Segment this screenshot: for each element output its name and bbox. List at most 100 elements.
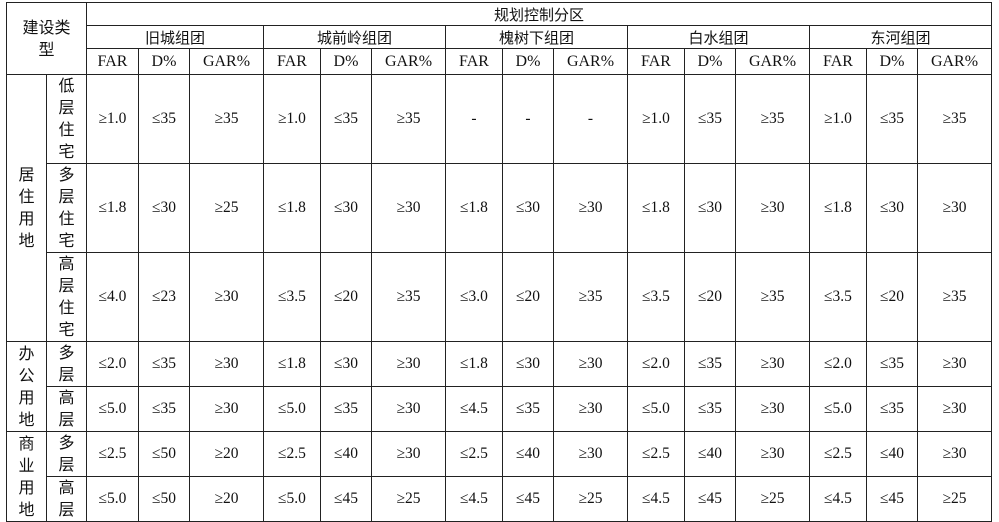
value-cell: ≥1.0 (809, 74, 867, 164)
building-type-label: 高层 (46, 386, 87, 432)
metric-header: GAR% (735, 48, 810, 75)
value-cell: ≤4.5 (809, 476, 867, 522)
zone-header: 槐树下组团 (445, 25, 628, 49)
value-cell: ≥30 (553, 431, 628, 477)
value-cell: ≤45 (684, 476, 736, 522)
metric-header: GAR% (371, 48, 446, 75)
metric-header: GAR% (553, 48, 628, 75)
metric-header: D% (320, 48, 372, 75)
value-cell: ≤40 (320, 431, 372, 477)
value-cell: ≥35 (371, 74, 446, 164)
value-cell: ≥25 (917, 476, 992, 522)
value-cell: - (553, 74, 628, 164)
value-cell: ≤35 (320, 74, 372, 164)
value-cell: ≥25 (371, 476, 446, 522)
metric-header: GAR% (917, 48, 992, 75)
value-cell: ≥30 (735, 341, 810, 387)
value-cell: ≤45 (866, 476, 918, 522)
building-type-label: 高层住宅 (46, 252, 87, 342)
land-use-group-text: 办公用地 (18, 343, 35, 429)
value-cell: ≥35 (917, 252, 992, 342)
value-cell: ≥20 (189, 431, 264, 477)
value-cell: ≥30 (371, 386, 446, 432)
metric-header: FAR (86, 48, 139, 75)
value-cell: ≥30 (917, 341, 992, 387)
table-row: 办公用地 多层 ≤2.0 ≤35 ≥30 ≤1.8 ≤30 ≥30 ≤1.8 ≤30 ≥30 ≤2.0… (6, 341, 992, 432)
value-cell: ≤45 (320, 476, 372, 522)
value-cell: ≤1.8 (445, 163, 503, 253)
value-cell: ≤5.0 (263, 386, 321, 432)
building-type-label: 低层住宅 (46, 74, 87, 164)
metric-header: D% (502, 48, 554, 75)
value-cell: ≥35 (735, 74, 810, 164)
table-row: 商业用地 多层 ≤2.5 ≤50 ≥20 ≤2.5 ≤40 ≥30 ≤2.5 ≤40 ≥30 ≤2.5… (6, 431, 992, 522)
value-cell: ≤30 (866, 163, 918, 253)
value-cell: ≤30 (684, 163, 736, 253)
value-cell: ≤35 (138, 386, 190, 432)
value-cell: ≤4.0 (86, 252, 139, 342)
value-cell: ≤5.0 (809, 386, 867, 432)
value-cell: ≤3.5 (263, 252, 321, 342)
value-cell: ≤5.0 (627, 386, 685, 432)
building-type-text: 多层住宅 (58, 165, 75, 250)
value-cell: ≤3.5 (809, 252, 867, 342)
value-cell: ≤1.8 (627, 163, 685, 253)
value-cell: ≤35 (866, 341, 918, 387)
value-cell: ≥35 (371, 252, 446, 342)
value-cell: ≤1.8 (263, 341, 321, 387)
construction-type-header: 建设类型 (6, 2, 87, 75)
value-cell: ≥25 (189, 163, 264, 253)
table-row: 居住用地 低层住宅 ≥1.0 ≤35 ≥35 ≥1.0 ≤35 ≥35- - - ≥1.0 ≤35 ≥3… (6, 74, 992, 342)
value-cell: ≤40 (502, 431, 554, 477)
value-cell: ≥25 (553, 476, 628, 522)
value-cell: ≤20 (866, 252, 918, 342)
value-cell: ≤40 (866, 431, 918, 477)
value-cell: ≥30 (553, 386, 628, 432)
building-type-text: 高层 (58, 388, 75, 429)
zone-header: 白水组团 (627, 25, 810, 49)
value-cell: ≥30 (371, 341, 446, 387)
zone-header: 城前岭组团 (263, 25, 446, 49)
building-type-label: 高层 (46, 476, 87, 522)
value-cell: ≤35 (866, 386, 918, 432)
building-type-text: 高层 (58, 478, 75, 519)
building-type-text: 多层 (58, 343, 75, 384)
value-cell: ≤5.0 (86, 476, 139, 522)
value-cell: ≥30 (735, 431, 810, 477)
value-cell: ≤1.8 (445, 341, 503, 387)
value-cell: ≤35 (320, 386, 372, 432)
metric-header: FAR (627, 48, 685, 75)
value-cell: ≥30 (371, 431, 446, 477)
value-cell: ≤50 (138, 431, 190, 477)
value-cell: ≤35 (138, 341, 190, 387)
zone-header: 东河组团 (809, 25, 992, 49)
table-row: 多层住宅 ≤1.8 ≤30 ≥25 ≤1.8 ≤30 ≥30 ≤1.8 ≤30 ≥30 ≤1.8 ≤3… (7, 163, 992, 253)
value-cell: ≥30 (371, 163, 446, 253)
metric-header: D% (866, 48, 918, 75)
value-cell: ≥30 (553, 163, 628, 253)
value-cell: ≤2.5 (627, 431, 685, 477)
value-cell: ≤1.8 (263, 163, 321, 253)
value-cell: ≤1.8 (86, 163, 139, 253)
value-cell: ≤2.0 (627, 341, 685, 387)
metric-header: D% (684, 48, 736, 75)
value-cell: ≤30 (138, 163, 190, 253)
metric-header: GAR% (189, 48, 264, 75)
value-cell: ≥30 (917, 431, 992, 477)
land-use-group-text: 居住用地 (18, 165, 35, 250)
metric-header: FAR (263, 48, 321, 75)
value-cell: ≤2.0 (86, 341, 139, 387)
zone-header: 旧城组团 (86, 25, 264, 49)
value-cell: ≤4.5 (627, 476, 685, 522)
table-row: 高层 ≤5.0 ≤35 ≥30 ≤5.0 ≤35 ≥30 ≤4.5 ≤35 ≥30 ≤5.0 ≤35 ≥… (7, 386, 992, 432)
building-type-text: 低层住宅 (58, 76, 75, 161)
value-cell: ≤1.8 (809, 163, 867, 253)
value-cell: ≤35 (684, 386, 736, 432)
value-cell: ≥1.0 (263, 74, 321, 164)
land-use-group-label: 办公用地 (6, 341, 47, 432)
value-cell: ≤35 (138, 74, 190, 164)
value-cell: ≥30 (189, 252, 264, 342)
value-cell: ≤5.0 (86, 386, 139, 432)
value-cell: ≥1.0 (627, 74, 685, 164)
value-cell: ≥25 (735, 476, 810, 522)
